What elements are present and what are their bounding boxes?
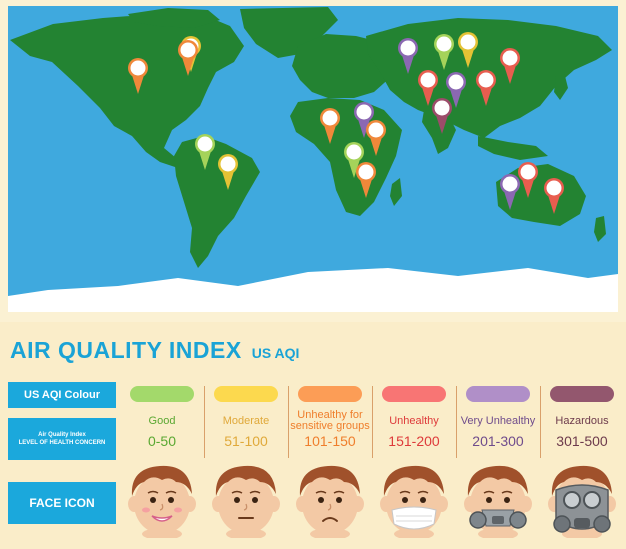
landmass-new-zealand	[594, 216, 606, 242]
landmass-madagascar	[390, 178, 402, 206]
map-pin-icon	[518, 162, 538, 198]
aqi-level-sad: Unhealthy for sensitive groups 101-150	[288, 382, 372, 542]
map-pin-icon	[178, 40, 198, 76]
map-pin-icon	[476, 70, 496, 106]
aqi-level-mask: Unhealthy 151-200	[372, 382, 456, 542]
aqi-level-range: 101-150	[304, 433, 356, 449]
column-divider	[288, 386, 289, 458]
aqi-level-range: 151-200	[388, 433, 440, 449]
aqi-level-name: Unhealthy	[389, 414, 439, 427]
map-pin-icon	[500, 174, 520, 210]
label-face-icon-text: FACE ICON	[29, 496, 95, 510]
map-pin-icon	[356, 162, 376, 198]
smile-face-icon	[126, 460, 198, 540]
aqi-level-range: 201-300	[472, 433, 524, 449]
column-divider	[204, 386, 205, 458]
map-pin-icon	[434, 34, 454, 70]
world-map-svg	[8, 7, 618, 312]
aqi-markers	[128, 32, 564, 214]
label-face-icon: FACE ICON	[8, 482, 116, 524]
aqi-colour-swatch	[298, 386, 362, 402]
sad-face-icon	[294, 460, 366, 540]
gasmask-face-icon	[546, 460, 618, 540]
landmass-arctic-islands	[128, 8, 220, 28]
page-title: AIR QUALITY INDEX	[10, 337, 242, 363]
continents	[10, 7, 612, 268]
aqi-level-range: 51-100	[224, 433, 268, 449]
map-pin-icon	[344, 142, 364, 178]
landmass-south-america	[174, 136, 260, 268]
landmass-japan	[554, 72, 568, 100]
aqi-colour-swatch	[214, 386, 278, 402]
aqi-level-name: Very Unhealthy	[460, 414, 536, 427]
column-divider	[540, 386, 541, 458]
map-pin-icon	[320, 108, 340, 144]
aqi-colour-swatch	[382, 386, 446, 402]
map-pin-icon	[128, 58, 148, 94]
aqi-colour-swatch	[550, 386, 614, 402]
mask-face-icon	[378, 460, 450, 540]
neutral-face-icon	[210, 460, 282, 540]
map-pin-icon	[544, 178, 564, 214]
title-row: AIR QUALITY INDEX US AQI	[10, 337, 299, 363]
label-aqi-colour-text: US AQI Colour	[24, 389, 100, 401]
map-pin-icon	[446, 72, 466, 108]
label-index-line1: Air Quality Index	[38, 432, 86, 438]
label-aqi-colour: US AQI Colour	[8, 382, 116, 408]
page-subtitle: US AQI	[251, 345, 300, 361]
landmass-greenland	[240, 7, 338, 58]
landmass-india	[422, 110, 456, 154]
map-pin-icon	[500, 48, 520, 84]
aqi-level-name: Good	[148, 414, 176, 427]
aqi-level-name: Hazardous	[555, 414, 609, 427]
map-pin-icon	[366, 120, 386, 156]
column-divider	[456, 386, 457, 458]
label-health-concern: Air Quality Index LEVEL OF HEALTH CONCER…	[8, 418, 116, 460]
map-pin-icon	[458, 32, 478, 68]
aqi-level-range: 0-50	[147, 433, 177, 449]
world-map	[8, 6, 618, 312]
landmass-southeast-asia	[478, 136, 548, 160]
map-pin-icon	[398, 38, 418, 74]
label-index-line2: LEVEL OF HEALTH CONCERN	[18, 440, 106, 446]
aqi-level-respirator: Very Unhealthy 201-300	[456, 382, 540, 542]
aqi-level-neutral: Moderate 51-100	[204, 382, 288, 542]
aqi-level-range: 301-500	[556, 433, 608, 449]
respirator-face-icon	[462, 460, 534, 540]
aqi-colour-swatch	[466, 386, 530, 402]
aqi-level-gasmask: Hazardous 301-500	[540, 382, 624, 542]
aqi-colour-swatch	[130, 386, 194, 402]
map-pin-icon	[418, 70, 438, 106]
map-pin-icon	[354, 102, 374, 138]
aqi-level-name: Unhealthy for sensitive groups	[290, 409, 370, 432]
column-divider	[372, 386, 373, 458]
aqi-level-name: Moderate	[222, 414, 270, 427]
map-pin-icon	[195, 134, 215, 170]
aqi-level-smile: Good 0-50	[120, 382, 204, 542]
map-pin-icon	[218, 154, 238, 190]
map-pin-icon	[432, 98, 452, 134]
landmass-antarctica	[8, 268, 618, 312]
